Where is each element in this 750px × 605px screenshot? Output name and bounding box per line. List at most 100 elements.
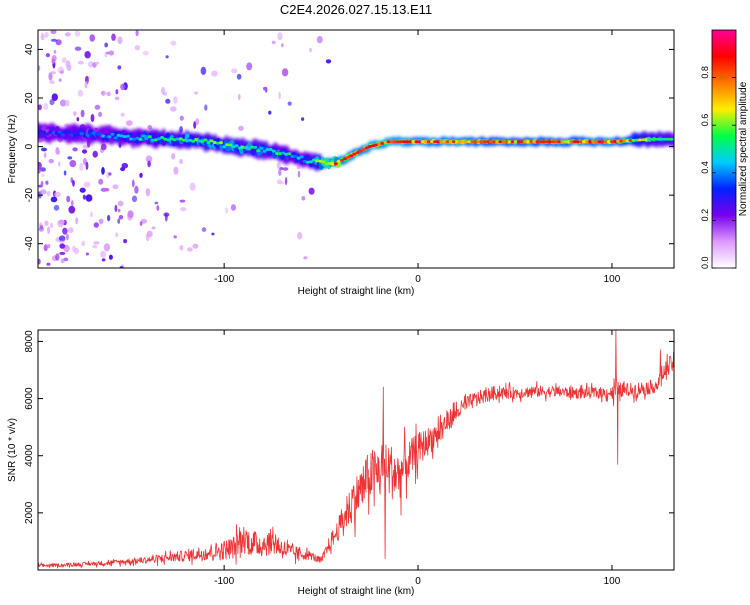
noise-speck <box>93 222 100 228</box>
noise-speck <box>103 243 111 252</box>
ridge-core-blob <box>414 140 419 144</box>
noise-speck <box>301 196 306 201</box>
spectrogram-panel: -40 -20 0 20 40 -100 0 100 Height of straight … <box>7 29 675 297</box>
ridge-core-blob <box>228 143 233 147</box>
ridge-core-blob <box>482 140 487 144</box>
ridge-core-blob <box>135 136 140 140</box>
ridge-core-blob <box>423 140 428 144</box>
noise-speck <box>303 256 308 260</box>
noise-speck <box>104 42 109 48</box>
noise-speck <box>316 35 323 44</box>
noise-speck <box>139 172 143 178</box>
ridge-core-blob <box>507 140 512 144</box>
ridge-core-blob <box>572 140 577 144</box>
noise-speck <box>100 143 107 151</box>
snr-panel: 2000 4000 6000 8000 -100 0 100 Height of stra… <box>7 329 675 597</box>
ridge-core-blob <box>256 149 261 153</box>
noise-speck <box>47 226 51 234</box>
ridge-core-blob <box>448 140 453 144</box>
ridge-core-blob <box>606 140 611 144</box>
noise-speck <box>271 40 276 45</box>
noise-speck <box>211 232 215 236</box>
ridge-core-blob <box>45 132 50 136</box>
ridge-core-blob <box>82 134 87 138</box>
noise-speck <box>79 187 86 193</box>
noise-speck <box>108 254 113 260</box>
ridge-core-blob <box>473 140 478 144</box>
noise-speck <box>85 194 93 202</box>
noise-speck <box>225 207 229 214</box>
ridge-core-blob <box>371 144 376 148</box>
spectrogram-x-axis-label: Height of straight line (km) <box>298 286 415 297</box>
ridge-core-blob <box>364 146 369 150</box>
ridge-core-blob <box>327 162 332 165</box>
ridge-core-blob <box>48 130 53 134</box>
ridge-core-blob <box>268 148 273 151</box>
ridge-core-blob <box>470 140 475 144</box>
noise-speck <box>62 227 68 235</box>
ridge-core-blob <box>368 145 372 148</box>
noise-speck <box>72 179 75 187</box>
spectrogram-x-tick-label: 0 <box>415 274 421 285</box>
ridge-core-blob <box>600 140 605 144</box>
noise-speck <box>140 218 148 224</box>
noise-speck <box>83 181 91 188</box>
noise-speck <box>53 204 60 211</box>
ridge-core-blob <box>296 156 301 160</box>
ridge-core-blob <box>60 133 65 137</box>
ridge-core-blob <box>352 152 357 156</box>
ridge-core-blob <box>504 140 509 144</box>
noise-speck <box>66 195 71 203</box>
spectrogram-frame <box>37 29 675 269</box>
noise-speck <box>92 244 98 249</box>
noise-speck <box>85 161 89 170</box>
ridge-core-blob <box>250 145 255 149</box>
spectrogram-x-tick-label: 100 <box>604 274 621 285</box>
ridge-core-blob <box>566 140 571 144</box>
ridge-core-blob <box>163 137 168 141</box>
ridge-core-blob <box>436 140 441 144</box>
noise-speck <box>59 99 67 107</box>
noise-speck <box>127 210 134 219</box>
noise-speck <box>236 73 242 80</box>
ridge-core-blob <box>358 149 363 153</box>
noise-speck <box>41 173 45 177</box>
noise-speck <box>117 36 123 45</box>
noise-speck <box>55 253 60 261</box>
noise-speck <box>179 245 184 251</box>
ridge-core-blob <box>88 132 93 136</box>
ridge-core-blob <box>240 145 245 149</box>
noise-speck <box>68 205 76 214</box>
noise-speck <box>103 91 108 96</box>
ridge-core-blob <box>665 137 670 141</box>
ridge-core-blob <box>585 140 590 144</box>
noise-speck <box>192 243 199 249</box>
ridge-core-blob <box>104 135 109 139</box>
colorbar: 0.0 0.2 0.4 0.6 0.8 Normalized spectral ampl… <box>700 29 749 269</box>
ridge-core-blob <box>641 138 645 142</box>
noise-speck <box>38 65 41 71</box>
ridge-core-blob <box>578 140 583 144</box>
noise-speck <box>101 258 106 262</box>
ridge-core-blob <box>439 140 444 144</box>
ridge-core-blob <box>262 149 267 153</box>
ridge-core-blob <box>464 140 469 144</box>
snr-series-line <box>38 330 674 569</box>
noise-speck <box>231 68 238 74</box>
ridge-core-blob <box>113 136 118 140</box>
ridge-core-blob <box>467 140 472 144</box>
noise-speck <box>117 208 121 213</box>
noise-speck <box>98 111 103 118</box>
noise-speck <box>65 99 70 107</box>
ridge-core-blob <box>91 131 96 135</box>
noise-speck <box>139 221 143 226</box>
noise-speck <box>297 232 303 240</box>
ridge-core-blob <box>132 137 137 141</box>
noise-speck <box>59 240 65 244</box>
spectrogram-y-tick-label: 20 <box>24 92 35 104</box>
ridge-core-blob <box>445 140 450 144</box>
spectrogram-y-axis-label: Frequency (Hz) <box>7 115 18 184</box>
ridge-core-blob <box>498 140 503 144</box>
spectrogram-ridge-layer <box>38 122 674 172</box>
noise-speck <box>246 62 253 71</box>
